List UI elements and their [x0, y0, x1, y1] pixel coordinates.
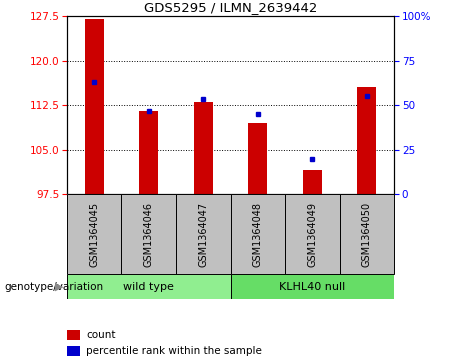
Bar: [194, 102, 213, 194]
Text: percentile rank within the sample: percentile rank within the sample: [87, 346, 262, 356]
Text: genotype/variation: genotype/variation: [5, 282, 104, 292]
Text: GSM1364045: GSM1364045: [89, 201, 99, 267]
Bar: [67, 330, 80, 340]
Bar: [84, 19, 104, 194]
Text: ▶: ▶: [55, 282, 64, 292]
Bar: [139, 111, 158, 194]
Text: GSM1364048: GSM1364048: [253, 201, 263, 267]
FancyBboxPatch shape: [67, 194, 121, 274]
Text: wild type: wild type: [123, 282, 174, 292]
FancyBboxPatch shape: [230, 194, 285, 274]
Text: GSM1364046: GSM1364046: [144, 201, 154, 267]
Text: GSM1364049: GSM1364049: [307, 201, 317, 267]
Title: GDS5295 / ILMN_2639442: GDS5295 / ILMN_2639442: [144, 1, 317, 14]
Text: GSM1364050: GSM1364050: [362, 201, 372, 267]
Bar: [248, 123, 267, 194]
FancyBboxPatch shape: [340, 194, 394, 274]
FancyBboxPatch shape: [176, 194, 230, 274]
Text: GSM1364047: GSM1364047: [198, 201, 208, 267]
FancyBboxPatch shape: [285, 194, 340, 274]
Bar: [357, 87, 377, 194]
Text: count: count: [87, 330, 116, 340]
Text: KLHL40 null: KLHL40 null: [279, 282, 345, 292]
FancyBboxPatch shape: [121, 194, 176, 274]
Bar: [303, 171, 322, 194]
FancyBboxPatch shape: [230, 274, 394, 299]
Bar: [67, 346, 80, 356]
FancyBboxPatch shape: [67, 274, 230, 299]
